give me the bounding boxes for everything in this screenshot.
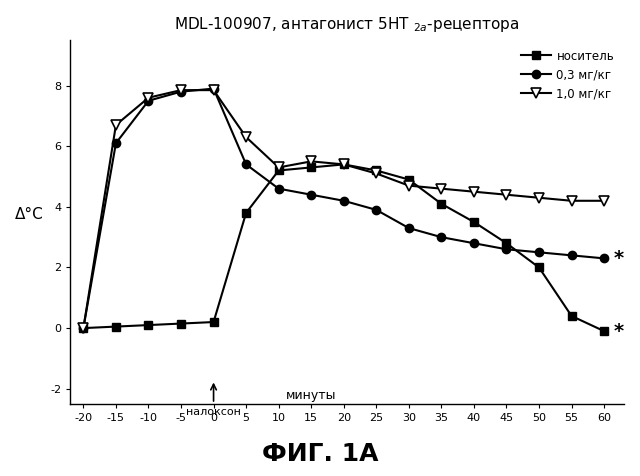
носитель [438,201,445,207]
Text: налоксон: налоксон [186,407,241,417]
носитель [535,265,543,270]
0,3 мг/кг [405,225,413,231]
Line: носитель: носитель [79,160,608,335]
Y-axis label: Δ°С: Δ°С [15,207,44,222]
0,3 мг/кг [275,186,282,191]
0,3 мг/кг [79,325,87,331]
Text: ФИГ. 1А: ФИГ. 1А [262,443,378,466]
носитель [210,319,218,325]
0,3 мг/кг [568,252,575,258]
носитель [79,325,87,331]
носитель [405,177,413,182]
1,0 мг/кг [372,170,380,176]
Text: минуты: минуты [286,389,337,402]
носитель [307,165,315,170]
Title: MDL-100907, антагонист 5НТ $_{2a}$-рецептора: MDL-100907, антагонист 5НТ $_{2a}$-рецеп… [175,15,520,34]
0,3 мг/кг [112,140,120,146]
1,0 мг/кг [470,189,478,195]
0,3 мг/кг [340,198,348,204]
1,0 мг/кг [177,87,185,93]
0,3 мг/кг [307,192,315,198]
1,0 мг/кг [502,192,510,198]
1,0 мг/кг [79,325,87,331]
0,3 мг/кг [470,240,478,246]
0,3 мг/кг [535,249,543,255]
носитель [275,168,282,173]
Line: 0,3 мг/кг: 0,3 мг/кг [79,84,608,332]
носитель [340,161,348,167]
носитель [470,219,478,225]
1,0 мг/кг [112,122,120,128]
1,0 мг/кг [145,95,152,100]
носитель [568,313,575,319]
1,0 мг/кг [600,198,608,204]
1,0 мг/кг [340,161,348,167]
1,0 мг/кг [307,159,315,164]
1,0 мг/кг [438,186,445,191]
носитель [600,328,608,334]
0,3 мг/кг [438,234,445,240]
1,0 мг/кг [568,198,575,204]
Text: *: * [614,249,624,268]
1,0 мг/кг [210,87,218,93]
носитель [372,168,380,173]
1,0 мг/кг [275,165,282,170]
носитель [502,240,510,246]
Legend: носитель, 0,3 мг/кг, 1,0 мг/кг: носитель, 0,3 мг/кг, 1,0 мг/кг [518,46,618,104]
носитель [145,322,152,328]
0,3 мг/кг [600,256,608,261]
0,3 мг/кг [243,161,250,167]
Text: *: * [614,322,624,341]
0,3 мг/кг [210,86,218,91]
носитель [177,321,185,327]
0,3 мг/кг [502,247,510,252]
0,3 мг/кг [372,207,380,213]
1,0 мг/кг [243,134,250,140]
1,0 мг/кг [405,183,413,188]
1,0 мг/кг [535,195,543,200]
носитель [112,324,120,329]
0,3 мг/кг [177,89,185,95]
носитель [243,210,250,216]
0,3 мг/кг [145,98,152,104]
Line: 1,0 мг/кг: 1,0 мг/кг [79,85,609,333]
